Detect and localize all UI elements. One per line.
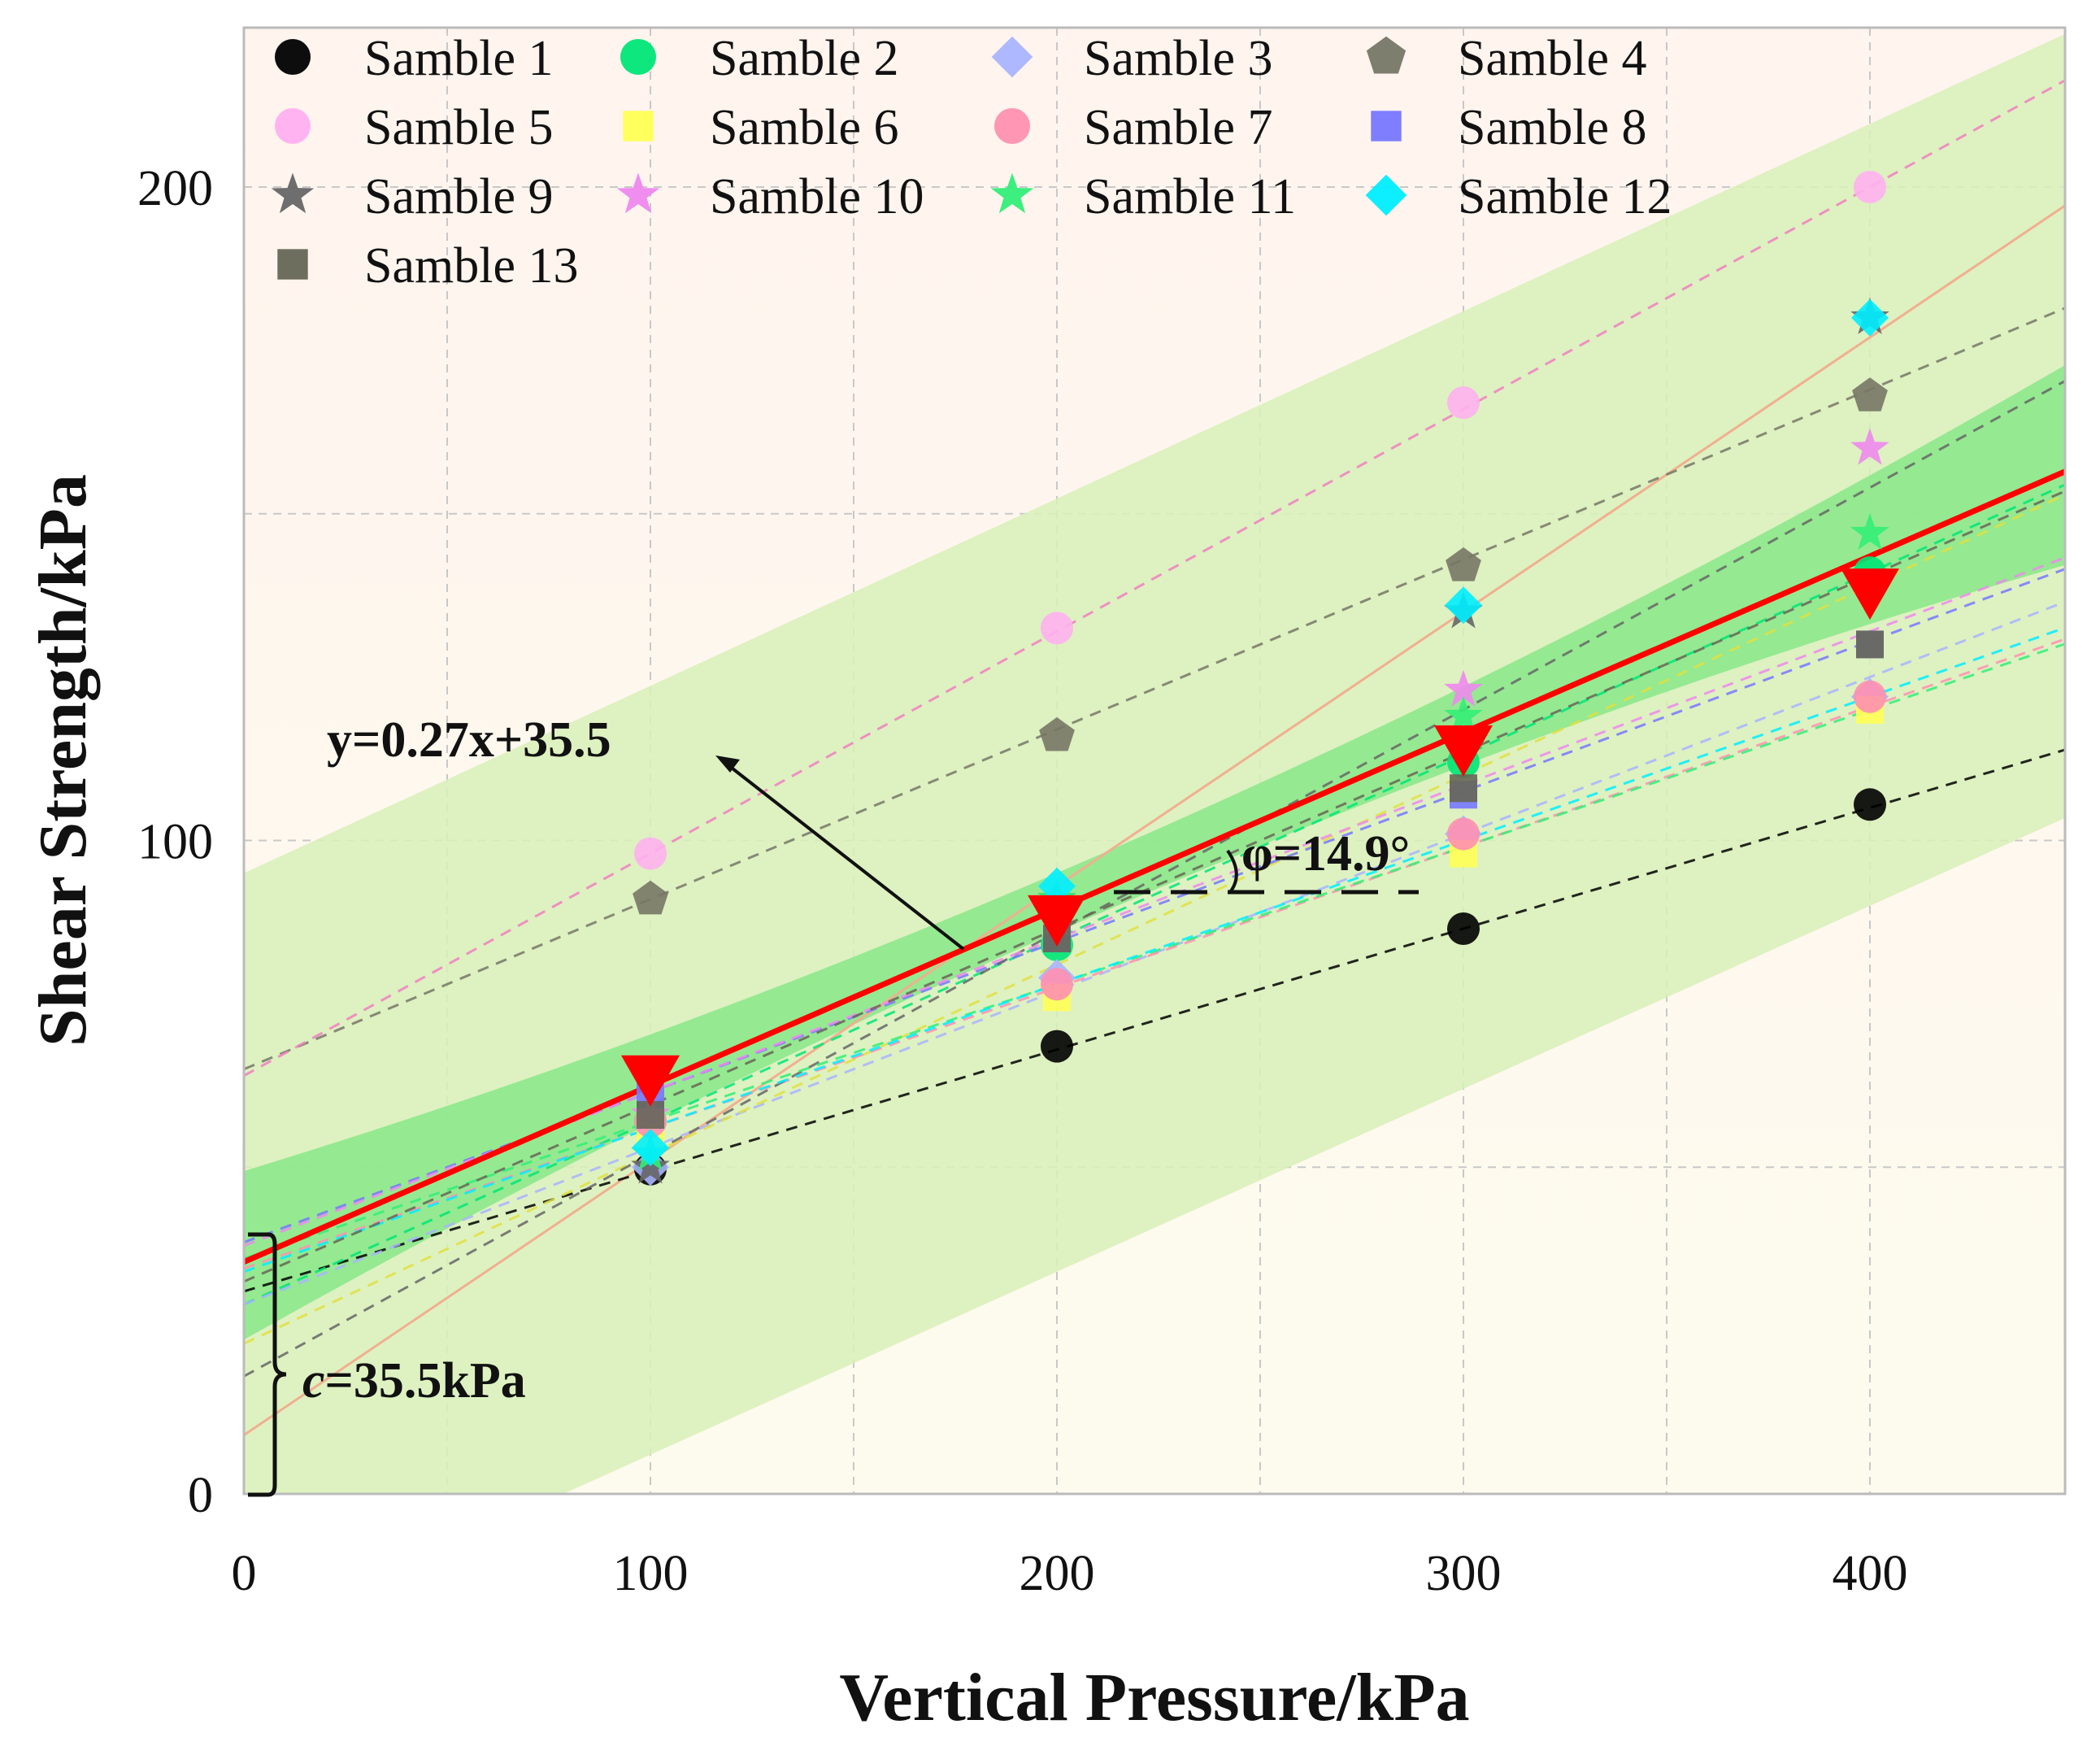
average-points (621, 568, 1899, 1107)
sample-4-point (1039, 716, 1075, 751)
sample-fit-line-13 (244, 490, 2065, 1283)
legend-label-4: Samble 4 (1458, 31, 1646, 86)
x-tick-label: 0 (232, 1546, 257, 1601)
sample-fit-line-9 (244, 379, 2065, 1378)
equation-label: y=0.27x+35.5 (327, 712, 611, 768)
legend-marker-3 (991, 36, 1033, 78)
sample-fit-line-12 (244, 626, 2065, 1274)
plot-frame (242, 26, 2067, 1496)
sample-11-point (1850, 512, 1889, 551)
x-tick-label: 100 (613, 1546, 689, 1601)
y-axis-title: Shear Strength/kPa (25, 474, 101, 1047)
sample-fit-line-3 (244, 600, 2065, 1306)
sample-11-point (1444, 695, 1483, 734)
legend-label-10: Samble 10 (710, 169, 924, 224)
legend-label-7: Samble 7 (1084, 100, 1272, 155)
equation-arrow-shaft (724, 761, 965, 951)
y-tick-label: 0 (188, 1468, 213, 1523)
legend-label-9: Samble 9 (364, 169, 553, 224)
axes: 0 100 200 300 400 0 100 200 (137, 161, 1908, 1601)
sample-10-point (1850, 428, 1889, 465)
regression-line-group (244, 468, 2065, 1265)
average-point (1434, 725, 1493, 777)
y-tick-label: 100 (137, 815, 213, 870)
cohesion-brace (248, 1232, 287, 1497)
legend-label-5: Samble 5 (364, 100, 553, 155)
sample-7-point (1041, 968, 1073, 1001)
legend-marker-5 (275, 108, 311, 144)
angle-label: φ=14.9° (1241, 826, 1410, 882)
legend-marker-9 (271, 172, 315, 214)
sample-5-point (1447, 386, 1480, 420)
sample-fit-lines (244, 79, 2065, 1378)
sample-fit-line-7 (244, 638, 2065, 1270)
sample-fit-line-2 (244, 483, 2065, 1306)
legend-label-6: Samble 6 (710, 100, 898, 155)
x-tick-label: 300 (1426, 1546, 1502, 1601)
sample-fit-line-8 (244, 568, 2065, 1244)
average-point (621, 1055, 680, 1107)
legend-label-12: Samble 12 (1458, 169, 1672, 224)
cohesion-label: c=35.5kPa (302, 1353, 526, 1409)
sample-4-point (633, 880, 668, 915)
sample-1-point (1041, 1030, 1073, 1063)
cohesion-value: =35.5kPa (325, 1353, 526, 1409)
auxiliary-fit-line (244, 204, 2065, 1436)
sample-5-point (1041, 612, 1073, 645)
average-point (1028, 895, 1086, 947)
sample-fit-line-11 (244, 642, 2065, 1261)
sample-fit-line-6 (244, 493, 2065, 1345)
average-point (1841, 568, 1899, 620)
legend-marker-7 (994, 108, 1030, 144)
legend-marker-10 (616, 172, 660, 214)
sample-12-point (632, 1129, 669, 1167)
legend-label-3: Samble 3 (1084, 31, 1272, 86)
sample-4-point (1852, 377, 1888, 411)
legend-marker-6 (623, 111, 654, 142)
sample-7-point (1447, 817, 1480, 851)
legend-marker-13 (277, 249, 308, 280)
confidence-band (244, 364, 2065, 1340)
legend-marker-2 (620, 39, 656, 75)
y-tick-label: 200 (137, 161, 213, 216)
sample-1-point (1854, 788, 1886, 821)
legend-label-2: Samble 2 (710, 31, 898, 86)
legend-marker-4 (1366, 36, 1407, 74)
cohesion-symbol: c (302, 1353, 325, 1409)
sample-5-point (1854, 171, 1886, 203)
angle-annotation: φ=14.9° (1114, 826, 1419, 895)
equation-arrow-head (715, 755, 740, 773)
x-tick-label: 400 (1833, 1546, 1908, 1601)
legend-marker-1 (275, 39, 311, 75)
legend: Samble 1 Samble 2 Samble 3 Samble 4 Samble 5… (271, 31, 1672, 294)
legend-label-1: Samble 1 (364, 31, 553, 86)
legend-label-11: Samble 11 (1084, 169, 1296, 224)
cohesion-annotation: c=35.5kPa (248, 1232, 526, 1497)
sample-10-point (1444, 669, 1483, 707)
sample-1-point (1447, 912, 1480, 945)
sample-7-point (1854, 680, 1886, 713)
legend-label-8: Samble 8 (1458, 100, 1646, 155)
legend-marker-12 (1365, 174, 1407, 216)
x-axis-title: Vertical Pressure/kPa (839, 1660, 1469, 1735)
sample-13-point (1856, 630, 1884, 659)
regression-line (244, 468, 2065, 1265)
sample-4-point (1446, 547, 1481, 581)
legend-label-13: Samble 13 (364, 238, 578, 294)
legend-marker-11 (990, 172, 1034, 214)
sample-13-point (1450, 774, 1477, 803)
sample-12-point (1851, 298, 1889, 337)
legend-marker-8 (1371, 111, 1402, 142)
equation-annotation: y=0.27x+35.5 (327, 712, 965, 951)
x-tick-label: 200 (1020, 1546, 1095, 1601)
sample-fit-line-5 (244, 79, 2065, 1078)
sample-5-point (634, 837, 667, 870)
angle-arc (1226, 849, 1238, 894)
sample-fit-line-10 (244, 556, 2065, 1247)
sample-12-point (1445, 586, 1482, 625)
